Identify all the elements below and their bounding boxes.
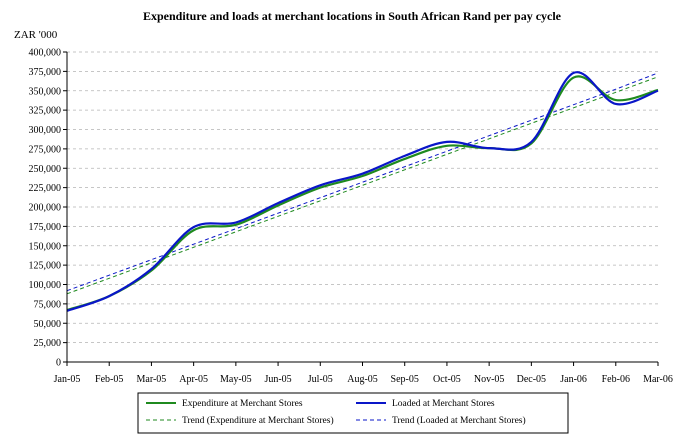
chart-title: Expenditure and loads at merchant locati… — [143, 9, 562, 23]
x-tick-label: Sep-05 — [391, 374, 419, 385]
x-tick-label: Aug-05 — [347, 374, 378, 385]
y-tick-label: 50,000 — [34, 319, 62, 330]
x-tick-label: Mar-06 — [643, 374, 673, 385]
y-tick-label: 250,000 — [29, 164, 62, 175]
legend: Expenditure at Merchant Stores Loaded at … — [137, 392, 569, 434]
x-axis-ticks: Jan-05 Feb-05 Mar-05 Apr-05 May-05 Jun-05 Jul-… — [54, 362, 673, 385]
y-tick-label: 125,000 — [29, 261, 62, 272]
legend-label: Expenditure at Merchant Stores — [182, 399, 303, 409]
series-expenditure-at-merchant-stores — [66, 75, 659, 312]
gridlines — [67, 51, 658, 344]
x-tick-label: Dec-05 — [517, 374, 546, 385]
x-tick-label: Jan-05 — [54, 374, 81, 385]
x-tick-label: Feb-06 — [602, 374, 630, 385]
series-loaded-at-merchant-stores — [66, 71, 659, 312]
y-tick-label: 100,000 — [29, 280, 62, 291]
x-tick-label: Apr-05 — [179, 374, 208, 385]
series-trend-expenditure-at-merchant-stores — [66, 76, 659, 295]
legend-label: Trend (Loaded at Merchant Stores) — [392, 415, 526, 426]
y-tick-label: 25,000 — [34, 338, 62, 349]
y-tick-label: 375,000 — [29, 67, 62, 78]
y-tick-label: 225,000 — [29, 183, 62, 194]
y-tick-label: 0 — [56, 358, 61, 369]
y-tick-label: 75,000 — [34, 299, 62, 310]
x-tick-label: Nov-05 — [474, 374, 505, 385]
y-tick-label: 300,000 — [29, 125, 62, 136]
y-tick-label: 175,000 — [29, 222, 62, 233]
y-tick-label: 275,000 — [29, 144, 62, 155]
series-lines — [66, 71, 659, 312]
x-tick-label: Oct-05 — [433, 374, 461, 385]
legend-label: Loaded at Merchant Stores — [392, 399, 495, 409]
axes — [66, 52, 658, 363]
x-tick-label: Jun-05 — [264, 374, 291, 385]
x-tick-label: Jan-06 — [560, 374, 587, 385]
x-tick-label: May-05 — [220, 374, 252, 385]
y-axis-unit-label: ZAR '000 — [14, 29, 58, 41]
legend-box — [137, 392, 569, 434]
y-tick-label: 350,000 — [29, 86, 62, 97]
y-axis-ticks: 0 25,000 50,000 75,000 100,000 125,000 150,000… — [29, 48, 67, 369]
x-tick-label: Mar-05 — [137, 374, 167, 385]
series-trend-loaded-at-merchant-stores — [66, 72, 659, 292]
legend-label: Trend (Expenditure at Merchant Stores) — [182, 415, 334, 426]
y-tick-label: 400,000 — [29, 48, 62, 59]
x-tick-label: Feb-05 — [95, 374, 123, 385]
y-tick-label: 325,000 — [29, 106, 62, 117]
y-tick-label: 150,000 — [29, 241, 62, 252]
x-tick-label: Jul-05 — [308, 374, 333, 385]
y-tick-label: 200,000 — [29, 203, 62, 214]
